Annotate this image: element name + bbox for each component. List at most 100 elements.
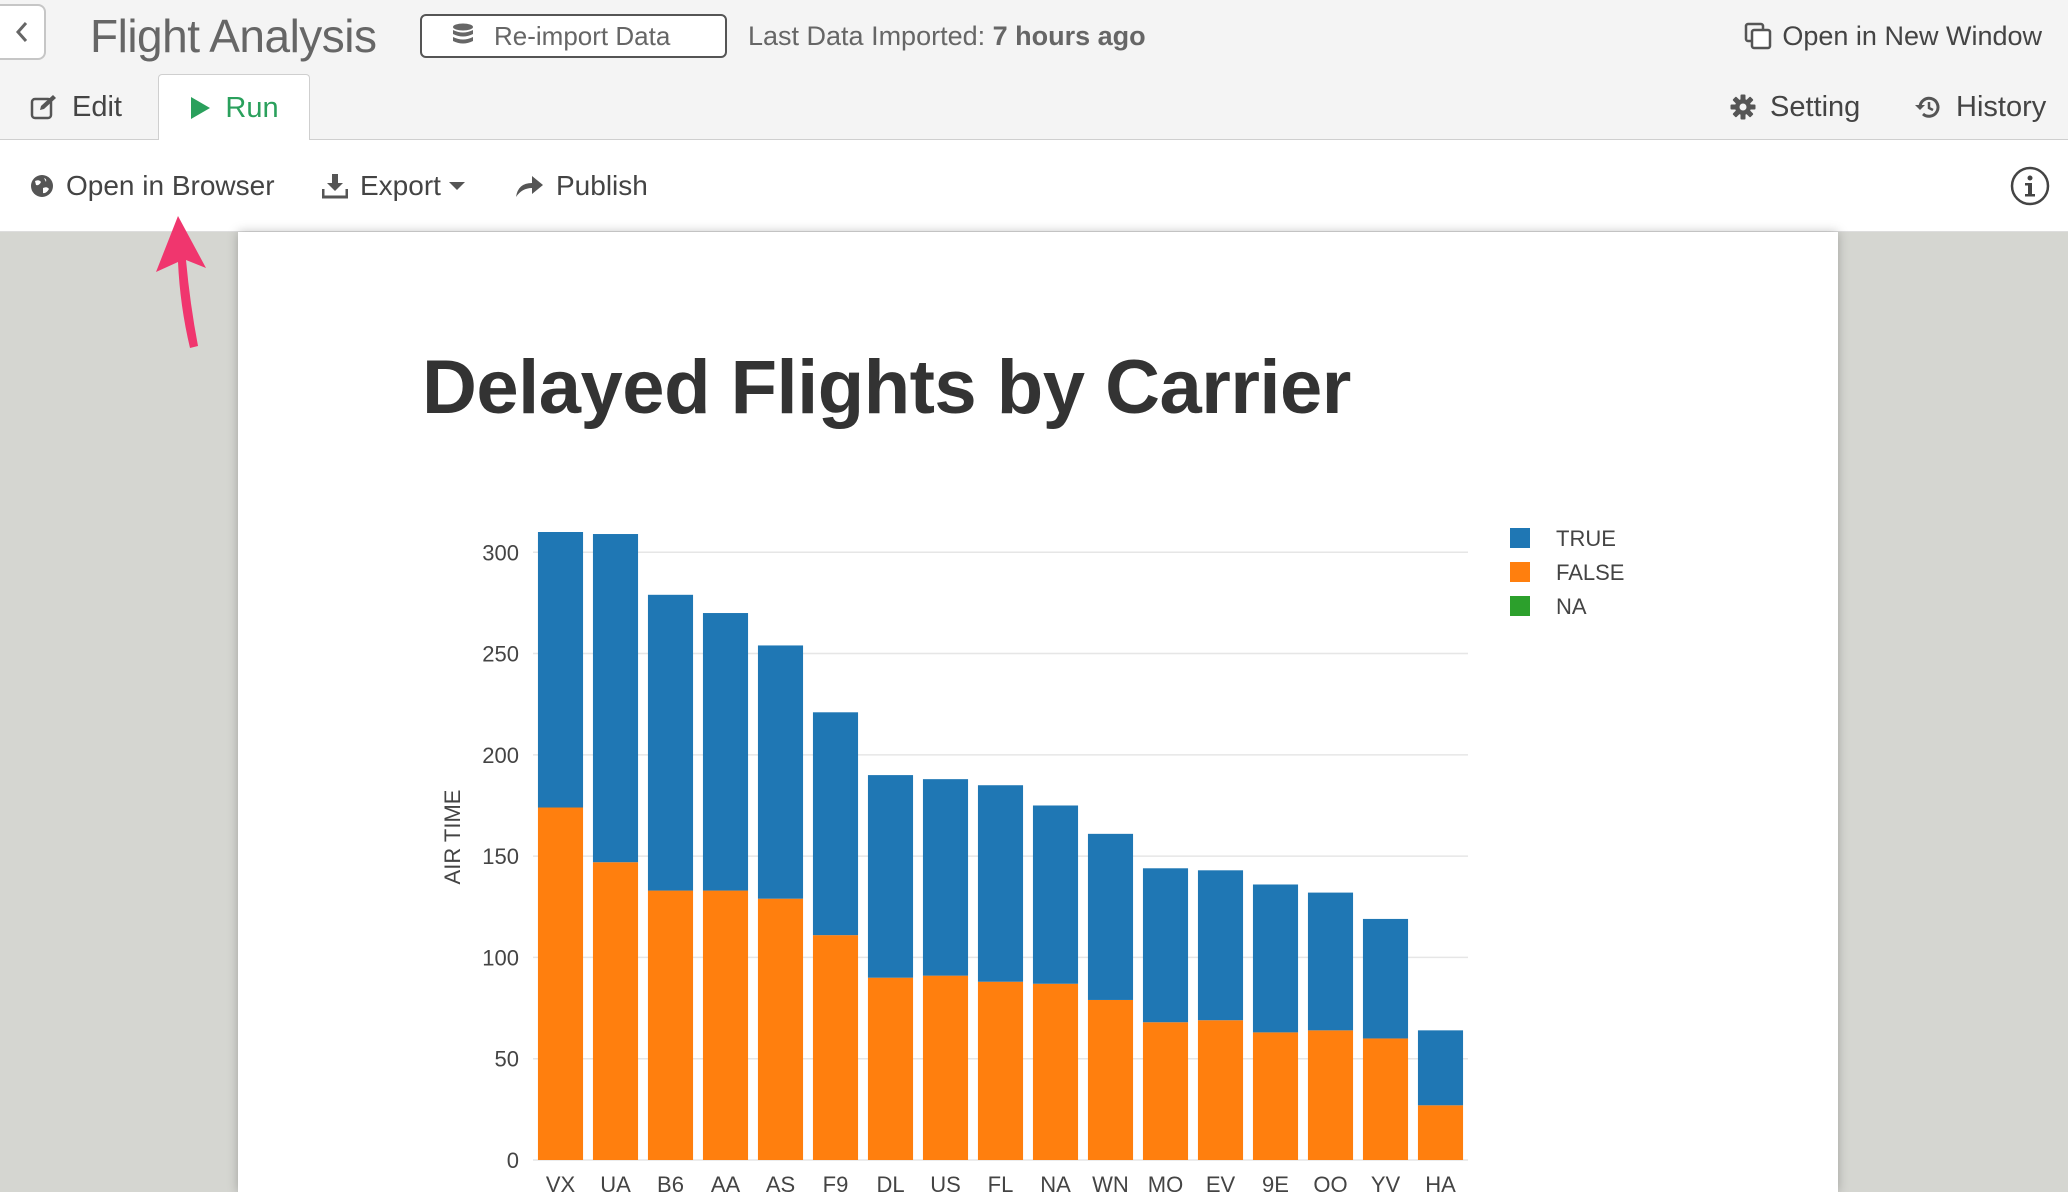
x-tick-label: UA (600, 1172, 631, 1192)
legend-swatch-false (1510, 562, 1530, 582)
last-import-label: Last Data Imported: (748, 21, 986, 51)
x-tick-label: 9E (1262, 1172, 1289, 1192)
bar-true-f9[interactable] (812, 712, 859, 936)
bar-true-aa[interactable] (702, 613, 749, 891)
x-tick-label: YV (1371, 1172, 1401, 1192)
page-title: Flight Analysis (90, 10, 377, 62)
chart-title: Delayed Flights by Carrier (422, 345, 1351, 430)
bar-false-aa[interactable] (702, 890, 749, 1160)
bar-true-wn[interactable] (1087, 833, 1134, 1000)
report-toolbar: Open in Browser Export Publish (0, 140, 2068, 232)
reimport-label: Re-import Data (494, 20, 671, 51)
x-tick-label: HA (1425, 1172, 1456, 1192)
share-arrow-icon (516, 176, 543, 197)
x-tick-label: WN (1092, 1172, 1129, 1192)
open-new-window-label: Open in New Window (1782, 21, 2042, 51)
x-tick-label: AA (711, 1172, 741, 1192)
back-button[interactable] (0, 4, 46, 60)
bar-true-9e[interactable] (1252, 884, 1299, 1033)
bar-true-b6[interactable] (647, 594, 694, 891)
x-tick-label: FL (988, 1172, 1014, 1192)
x-tick-label: AS (766, 1172, 795, 1192)
bar-false-ev[interactable] (1197, 1020, 1244, 1160)
x-tick-label: VX (546, 1172, 576, 1192)
bar-true-vx[interactable] (537, 532, 584, 808)
info-button[interactable] (2010, 166, 2050, 211)
bar-true-ua[interactable] (592, 534, 639, 863)
tab-setting-label: Setting (1770, 90, 1861, 123)
bar-false-ua[interactable] (592, 862, 639, 1160)
bar-true-as[interactable] (757, 645, 804, 899)
bar-false-na[interactable] (1032, 983, 1079, 1160)
bar-false-us[interactable] (922, 975, 969, 1160)
tab-history[interactable]: History (1914, 74, 2046, 140)
history-icon (1915, 96, 1940, 118)
x-tick-label: B6 (657, 1172, 684, 1192)
y-tick-label: 50 (495, 1047, 519, 1072)
tab-run[interactable]: Run (158, 74, 310, 141)
bar-false-9e[interactable] (1252, 1032, 1299, 1160)
info-icon (2010, 166, 2050, 206)
bar-false-oo[interactable] (1307, 1030, 1354, 1160)
open-new-window-link[interactable]: Open in New Window (1744, 18, 2042, 54)
annotation-arrow-icon (156, 216, 206, 348)
legend-swatch-true (1510, 528, 1530, 548)
reimport-data-button[interactable]: Re-import Data (420, 14, 727, 58)
y-axis-label: AIR TIME (440, 790, 465, 885)
x-tick-label: MQ (1148, 1172, 1183, 1192)
open-in-browser-button[interactable]: Open in Browser (30, 140, 275, 232)
bar-true-ha[interactable] (1417, 1030, 1464, 1106)
bar-true-yv[interactable] (1362, 918, 1409, 1039)
open-in-browser-label: Open in Browser (66, 170, 275, 201)
legend-item-false[interactable]: FALSE (1556, 560, 1624, 585)
bar-false-vx[interactable] (537, 807, 584, 1160)
bar-false-f9[interactable] (812, 935, 859, 1160)
last-import-status: Last Data Imported: 7 hours ago (748, 18, 1146, 54)
bar-false-as[interactable] (757, 898, 804, 1160)
tab-run-label: Run (225, 91, 279, 124)
bar-true-dl[interactable] (867, 775, 914, 978)
edit-icon (30, 95, 56, 120)
x-tick-label: NA (1040, 1172, 1071, 1192)
bar-false-b6[interactable] (647, 890, 694, 1160)
bar-true-us[interactable] (922, 779, 969, 976)
download-icon (322, 174, 348, 199)
export-label: Export (360, 170, 441, 201)
bar-false-yv[interactable] (1362, 1038, 1409, 1160)
publish-button[interactable]: Publish (514, 140, 648, 232)
export-dropdown[interactable]: Export (322, 140, 465, 232)
legend-swatch-na (1510, 596, 1530, 616)
tab-setting[interactable]: Setting (1730, 74, 1860, 140)
report-document: Delayed Flights by Carrier 0 50 100 150 200 2… (238, 232, 1838, 1192)
publish-label: Publish (556, 170, 648, 201)
bar-true-mq[interactable] (1142, 868, 1189, 1023)
bar-false-fl[interactable] (977, 981, 1024, 1160)
tab-edit-label: Edit (72, 90, 122, 123)
globe-icon (31, 175, 53, 197)
legend-item-na[interactable]: NA (1556, 594, 1587, 619)
tab-edit[interactable]: Edit (30, 74, 122, 140)
x-tick-label: OO (1313, 1172, 1347, 1192)
bar-true-oo[interactable] (1307, 892, 1354, 1031)
y-tick-label: 100 (482, 945, 519, 970)
gear-icon (1730, 94, 1756, 120)
y-tick-label: 300 (482, 540, 519, 565)
bar-true-ev[interactable] (1197, 870, 1244, 1021)
legend-item-true[interactable]: TRUE (1556, 526, 1616, 551)
play-icon (191, 97, 211, 119)
y-tick-label: 0 (507, 1148, 519, 1173)
x-tick-label: F9 (823, 1172, 849, 1192)
bar-false-dl[interactable] (867, 977, 914, 1160)
last-import-value: 7 hours ago (992, 21, 1146, 51)
y-tick-label: 250 (482, 642, 519, 667)
database-icon (453, 23, 473, 44)
bar-true-fl[interactable] (977, 785, 1024, 982)
bar-false-ha[interactable] (1417, 1105, 1464, 1160)
caret-down-icon (448, 182, 465, 190)
bar-false-wn[interactable] (1087, 999, 1134, 1160)
bar-false-mq[interactable] (1142, 1022, 1189, 1160)
y-tick-label: 200 (482, 743, 519, 768)
window-copy-icon (1745, 22, 1772, 50)
x-tick-label: EV (1206, 1172, 1236, 1192)
bar-true-na[interactable] (1032, 805, 1079, 984)
